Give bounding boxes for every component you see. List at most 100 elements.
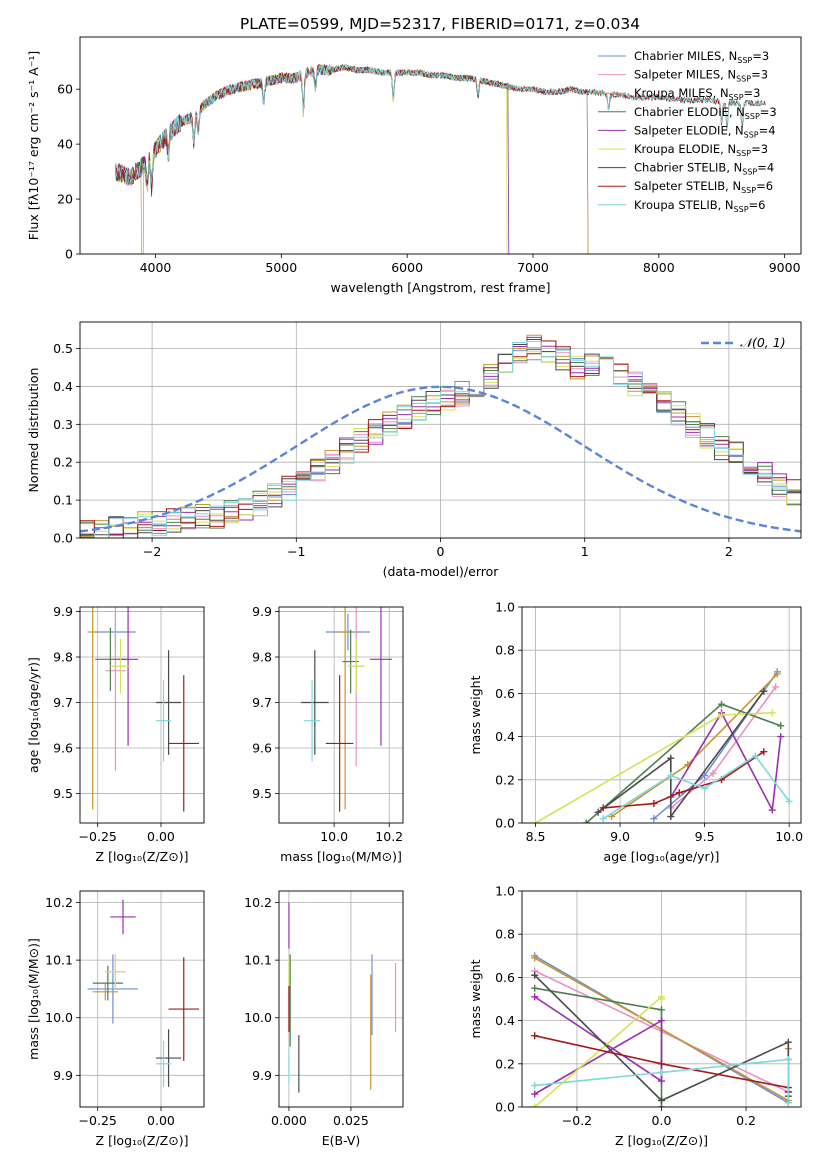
residual-hist-5 [80, 351, 801, 538]
mass-weight-vs-age-marker-7-0 [599, 804, 607, 812]
spectrum-ylabel: Flux [fλ10⁻¹⁷ erg cm⁻² s⁻¹ A⁻¹] [26, 51, 41, 240]
spectrum-line-4 [114, 63, 510, 254]
age-vs-mass-grid [279, 607, 403, 823]
mass-vs-Z-ytick-label-2: 10.1 [45, 953, 73, 968]
mass-weight-vs-age-ytick-label-4: 0.8 [495, 643, 515, 658]
mass-weight-vs-Z-ytick-label-3: 0.6 [495, 970, 515, 985]
age-vs-mass-ytick-label-1: 9.6 [252, 740, 272, 755]
mass-weight-vs-age-marker-8-0 [599, 815, 607, 823]
residuals-legend: 𝒩(0, 1) [701, 335, 786, 350]
age-vs-mass-ytick-label-0: 9.5 [252, 786, 272, 801]
spectrum-xtick-label-5: 9000 [769, 260, 801, 275]
mass-vs-EBV-xtick-label-1: 0.025 [333, 1113, 369, 1128]
mass-weight-vs-age-grid [522, 606, 801, 824]
mass-vs-EBV-frame [278, 890, 404, 1108]
mass-vs-EBV-xlabel: E(B-V) [322, 1133, 361, 1148]
age-vs-mass-ytick-label-3: 9.8 [252, 650, 272, 665]
residual-hist-7 [80, 340, 801, 538]
mass-weight-vs-age-xtick-label-2: 9.5 [695, 829, 715, 844]
spectrum-xtick-label-2: 6000 [391, 260, 423, 275]
residuals-xtick-label-0: −2 [143, 544, 161, 559]
age-vs-mass-xtick-label-1: 10.2 [375, 829, 403, 844]
mass-weight-vs-age-xlabel: age [log₁₀(age/yr)] [604, 849, 720, 864]
residual-hist-1 [80, 347, 801, 538]
mass-vs-EBV-xtick-label-0: 0.000 [271, 1113, 307, 1128]
mass-weight-vs-age-ylabel: mass weight [468, 675, 483, 754]
mass-weight-vs-Z-ytick-label-2: 0.4 [495, 1013, 515, 1028]
mass-weight-vs-age-marker-8-2 [701, 784, 709, 792]
chart-mass-vs-EBV: 0.000 0.025 9.9 10.0 10.1 10.2 E(B-V) [244, 890, 404, 1148]
mass-weight-vs-age-line-6 [597, 690, 765, 819]
mass-weight-vs-age-marker-8-1 [667, 771, 675, 779]
mass-weight-vs-age-marker-3-2 [777, 722, 785, 730]
residuals-ytick-label-2: 0.2 [53, 455, 73, 470]
mass-weight-vs-age-ytick-label-1: 0.2 [495, 772, 515, 787]
residual-hist-8 [80, 341, 801, 538]
mass-weight-vs-Z-marker-6-1 [658, 1097, 665, 1105]
mass-weight-vs-Z-marker-3-1 [658, 1006, 665, 1014]
residuals-xtick-label-3: 1 [581, 544, 589, 559]
age-vs-mass-frame [278, 606, 404, 824]
mass-weight-vs-Z-marker-4-3 [531, 993, 539, 1001]
legend-label-3: Chabrier ELODIE, NSSP=3 [634, 105, 777, 121]
mass-vs-EBV-ytick-label-2: 10.1 [244, 953, 272, 968]
spectrum-xtick-label-4: 8000 [643, 260, 675, 275]
mass-vs-Z-plot [87, 899, 199, 1087]
age-vs-Z-ytick-label-1: 9.6 [53, 740, 73, 755]
spectrum-plot [114, 63, 766, 254]
mass-weight-vs-Z-marker-8-2 [784, 1055, 792, 1063]
mass-weight-vs-age-marker-6-1 [667, 754, 675, 762]
spectrum-line-1 [114, 64, 589, 254]
residuals-frame [79, 321, 802, 539]
age-vs-mass-plot [301, 607, 392, 812]
figure-title: PLATE=0599, MJD=52317, FIBERID=0171, z=0… [240, 15, 640, 33]
chart-mass-vs-Z: −0.25 0.00 9.9 10.0 10.1 10.2 Z [log₁₀(Z/Z⊙)] m… [26, 890, 205, 1148]
mass-weight-vs-Z-xtick-label-0: −0.2 [562, 1113, 592, 1128]
mass-vs-Z-ylabel: mass [log₁₀(M/M⊙)] [26, 938, 41, 1060]
mass-weight-vs-Z-marker-4-0 [531, 1090, 539, 1098]
spectrum-line-5 [114, 63, 509, 254]
spectrum-xlabel: wavelength [Angstrom, rest frame] [330, 280, 550, 295]
age-vs-mass-xlabel: mass [log₁₀(M/M⊙)] [280, 849, 402, 864]
mass-weight-vs-Z-marker-8-3 [784, 1099, 792, 1107]
age-vs-Z-plot [87, 607, 199, 812]
mass-weight-vs-age-ytick-label-2: 0.4 [495, 729, 515, 744]
mass-vs-Z-xlabel: Z [log₁₀(Z/Z⊙)] [96, 1133, 189, 1148]
mass-vs-Z-xtick-label-0: −0.25 [79, 1113, 117, 1128]
mass-weight-vs-age-marker-6-3 [760, 687, 768, 695]
mass-weight-vs-Z-marker-6-2 [784, 1038, 792, 1046]
mass-weight-vs-Z-ylabel: mass weight [468, 959, 483, 1038]
mass-weight-vs-age-marker-6-2 [667, 813, 675, 821]
legend-label-7: Salpeter STELIB, NSSP=6 [634, 179, 773, 195]
age-vs-mass-ytick-label-4: 9.9 [252, 604, 272, 619]
mass-weight-vs-Z-marker-2-0 [531, 954, 539, 962]
mass-weight-vs-age-marker-5-1 [718, 711, 726, 719]
mass-weight-vs-Z-marker-4-1 [658, 1017, 665, 1025]
mass-weight-vs-age-line-2 [611, 673, 778, 818]
mass-weight-vs-age-marker-7-4 [760, 748, 768, 756]
mass-weight-vs-age-frame [521, 606, 802, 824]
residuals-xlabel: (data-model)/error [383, 564, 500, 579]
spectrum-xtick-label-1: 5000 [265, 260, 297, 275]
residuals-xtick-label-4: 2 [725, 544, 733, 559]
legend-label-0: Chabrier MILES, NSSP=3 [634, 49, 769, 65]
mass-vs-EBV-ytick-label-1: 10.0 [244, 1010, 272, 1025]
legend-label-4: Salpeter ELODIE, NSSP=4 [634, 123, 776, 139]
mass-weight-vs-age-xtick-label-0: 8.5 [526, 829, 546, 844]
mass-vs-EBV-plot [288, 902, 397, 1093]
chart-residuals: −2 −1 0 1 2 0.0 0.1 0.2 0.3 0.4 0.5 (data-model)/er… [26, 321, 802, 579]
age-vs-Z-ytick-label-4: 9.9 [53, 604, 73, 619]
charts: 4000 5000 6000 7000 8000 90000204060wavelengt… [26, 36, 803, 1148]
mass-weight-vs-Z-marker-3-0 [531, 984, 539, 992]
legend-label-1: Salpeter MILES, NSSP=3 [634, 68, 768, 84]
mass-weight-vs-age-line-3 [585, 703, 781, 823]
age-vs-Z-ytick-label-0: 9.5 [53, 786, 73, 801]
mass-weight-vs-age-marker-3-0 [582, 819, 590, 823]
normal-legend-label: 𝒩(0, 1) [740, 335, 786, 350]
mass-weight-vs-Z-marker-7-0 [531, 1032, 539, 1040]
residuals-ylabel: Normed distribution [26, 368, 41, 493]
mass-weight-vs-Z-marker-5-0 [531, 1103, 539, 1107]
mass-weight-vs-age-marker-7-1 [650, 800, 658, 808]
mass-weight-vs-age-ytick-label-0: 0.0 [495, 816, 515, 831]
